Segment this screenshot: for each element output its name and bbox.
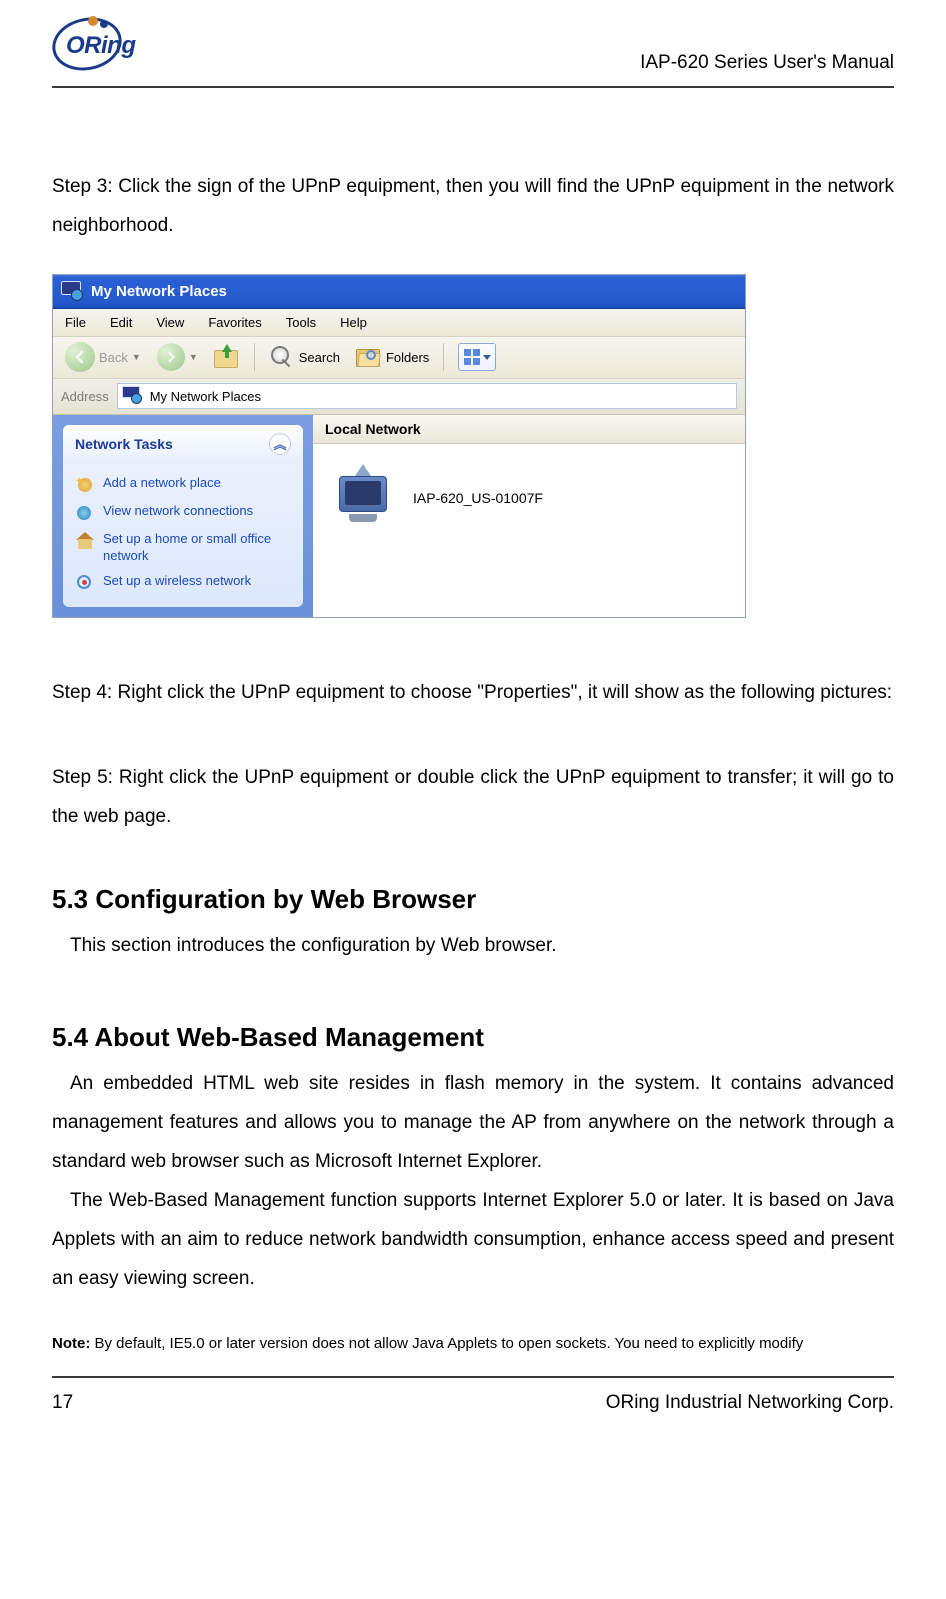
step-4-text: Step 4: Right click the UPnP equipment t…: [52, 674, 894, 713]
network-tasks-header[interactable]: Network Tasks: [63, 425, 303, 463]
step-3-text: Step 3: Click the sign of the UPnP equip…: [52, 168, 894, 246]
up-button[interactable]: [208, 342, 246, 372]
up-folder-icon: [214, 345, 240, 369]
menu-view[interactable]: View: [156, 315, 184, 330]
forward-dropdown-caret-icon: ▼: [189, 352, 198, 362]
back-button[interactable]: Back ▼: [59, 339, 147, 375]
note-body: By default, IE5.0 or later version does …: [90, 1335, 803, 1352]
folders-label: Folders: [386, 350, 429, 365]
section-5-3-text: This section introduces the configuratio…: [70, 927, 894, 966]
section-5-3-heading: 5.3 Configuration by Web Browser: [52, 884, 894, 915]
note-label: Note:: [52, 1335, 90, 1352]
address-bar: Address My Network Places: [53, 379, 745, 415]
task-add-network-place[interactable]: ✦ Add a network place: [75, 471, 291, 499]
add-place-icon: ✦: [75, 475, 95, 495]
page-header: ORing IAP-620 Series User's Manual: [52, 0, 894, 88]
task-label: View network connections: [103, 503, 253, 520]
task-label: Set up a home or small office network: [103, 531, 291, 565]
search-icon: [269, 344, 295, 370]
section-5-4-para-1: An embedded HTML web site resides in fla…: [52, 1065, 894, 1182]
task-label: Add a network place: [103, 475, 221, 492]
step-5-text: Step 5: Right click the UPnP equipment o…: [52, 759, 894, 837]
toolbar: Back ▼ ▼ Search: [53, 337, 745, 379]
task-setup-home-network[interactable]: Set up a home or small office network: [75, 527, 291, 569]
screenshot-window: My Network Places File Edit View Favorit…: [52, 274, 746, 618]
back-label: Back: [99, 350, 128, 365]
page-footer: 17 ORing Industrial Networking Corp.: [52, 1376, 894, 1414]
section-5-4-heading: 5.4 About Web-Based Management: [52, 1022, 894, 1053]
folders-icon: [356, 346, 382, 368]
window-titlebar: My Network Places: [53, 275, 745, 309]
view-dropdown-caret-icon: [483, 355, 491, 360]
menu-tools[interactable]: Tools: [286, 315, 316, 330]
search-label: Search: [299, 350, 340, 365]
home-network-icon: [75, 531, 95, 551]
logo: ORing: [52, 18, 124, 74]
window-title: My Network Places: [91, 283, 227, 300]
toolbar-separator: [254, 343, 255, 371]
search-button[interactable]: Search: [263, 341, 346, 373]
page-number: 17: [52, 1392, 73, 1414]
address-label: Address: [61, 389, 109, 404]
folders-button[interactable]: Folders: [350, 343, 435, 371]
menu-edit[interactable]: Edit: [110, 315, 132, 330]
address-value: My Network Places: [150, 389, 261, 404]
content-section-header: Local Network: [313, 415, 745, 444]
task-setup-wireless[interactable]: Set up a wireless network: [75, 569, 291, 597]
menu-bar: File Edit View Favorites Tools Help: [53, 309, 745, 337]
address-field[interactable]: My Network Places: [117, 383, 737, 409]
network-tasks-title: Network Tasks: [75, 436, 173, 452]
menu-file[interactable]: File: [65, 315, 86, 330]
view-mode-button[interactable]: [458, 343, 496, 371]
logo-icon: ORing: [52, 18, 124, 74]
menu-help[interactable]: Help: [340, 315, 367, 330]
task-label: Set up a wireless network: [103, 573, 251, 590]
toolbar-separator: [443, 343, 444, 371]
forward-arrow-icon: [157, 343, 185, 371]
wireless-icon: [75, 573, 95, 593]
section-5-4-para-2: The Web-Based Management function suppor…: [52, 1182, 894, 1299]
footer-company: ORing Industrial Networking Corp.: [606, 1392, 894, 1414]
content-area: Local Network IAP-620_US-01007F: [313, 415, 745, 617]
upnp-device-icon[interactable]: [331, 468, 395, 528]
note-text: Note: By default, IE5.0 or later version…: [52, 1335, 894, 1352]
view-grid-icon: [464, 349, 480, 365]
logo-text: ORing: [66, 32, 136, 60]
network-places-icon: [61, 281, 83, 301]
task-view-connections[interactable]: View network connections: [75, 499, 291, 527]
collapse-icon[interactable]: [269, 433, 291, 455]
upnp-device-label[interactable]: IAP-620_US-01007F: [413, 490, 543, 506]
network-tasks-pane: Network Tasks ✦ Add a network place View…: [63, 425, 303, 607]
back-dropdown-caret-icon: ▼: [132, 352, 141, 362]
document-title: IAP-620 Series User's Manual: [640, 52, 894, 74]
forward-button[interactable]: ▼: [151, 340, 204, 374]
sidebar: Network Tasks ✦ Add a network place View…: [53, 415, 313, 617]
back-arrow-icon: [65, 342, 95, 372]
menu-favorites[interactable]: Favorites: [208, 315, 261, 330]
connections-icon: [75, 503, 95, 523]
address-icon: [122, 386, 144, 406]
